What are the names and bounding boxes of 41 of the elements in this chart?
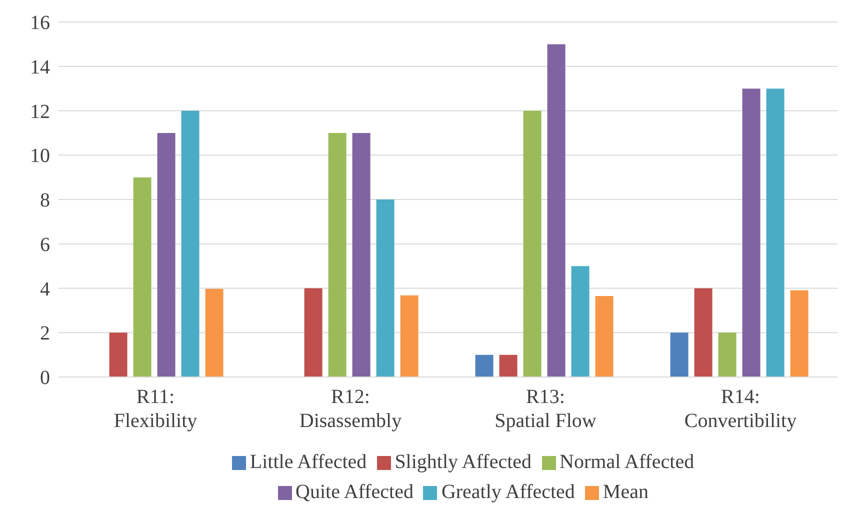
bar [475, 354, 494, 377]
bar [400, 295, 418, 377]
y-tick-label: 0 [40, 367, 50, 390]
bar [694, 288, 712, 377]
legend-label: Normal Affected [560, 451, 694, 473]
x-tick-label: R13: Spatial Flow [494, 386, 597, 432]
y-tick-label: 10 [30, 145, 50, 168]
bar [571, 266, 590, 377]
bar [205, 288, 224, 377]
x-tick-label: R12: Disassembly [299, 386, 402, 432]
legend-label: Little Affected [250, 451, 367, 473]
x-tick-label: R11: Flexibility [114, 386, 198, 432]
legend-label: Slightly Affected [394, 451, 532, 473]
bar [499, 354, 518, 377]
bar [157, 132, 176, 377]
y-tick-label: 16 [30, 12, 50, 34]
y-tick-label: 8 [40, 190, 50, 212]
x-tick-label: R14: Convertibility [684, 386, 797, 432]
y-tick-label: 12 [30, 100, 50, 123]
bar [523, 110, 542, 377]
bar [718, 332, 736, 377]
legend-label: Greatly Affected [441, 481, 575, 503]
legend-label: Quite Affected [296, 481, 414, 503]
bar [109, 332, 128, 377]
y-tick-label: 2 [40, 322, 50, 345]
bar [670, 332, 688, 377]
bar [304, 288, 322, 377]
bar [181, 110, 200, 377]
bar [595, 296, 614, 377]
y-tick-label: 4 [40, 278, 50, 300]
bar [133, 177, 152, 377]
y-tick-label: 6 [40, 234, 50, 256]
y-tick-label: 14 [30, 56, 50, 78]
bar [766, 88, 784, 377]
bar [376, 200, 394, 377]
legend-label: Mean [602, 481, 648, 503]
bar [790, 290, 808, 377]
bar [328, 132, 346, 377]
bar [742, 88, 760, 377]
bar [352, 132, 370, 377]
bar [547, 44, 566, 377]
